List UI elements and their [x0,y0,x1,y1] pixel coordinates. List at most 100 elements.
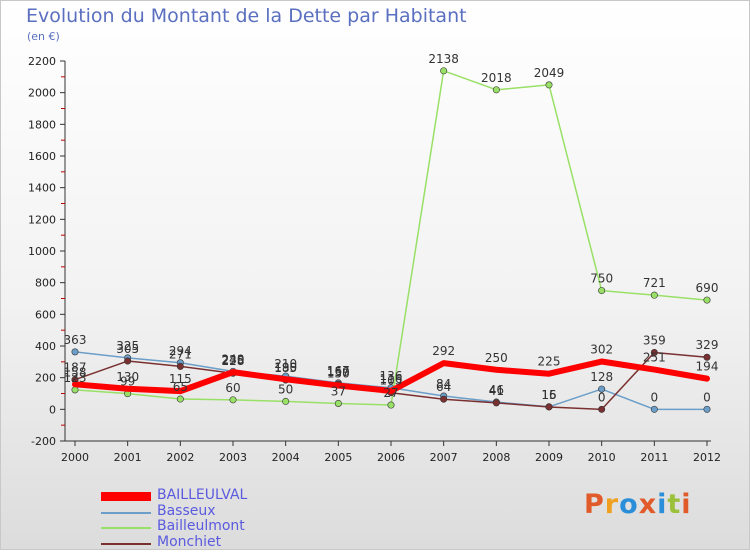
data-label-bailleulval: 158 [64,365,87,379]
legend-swatch [101,511,151,514]
legend-label: BAILLEULVAL [157,487,248,503]
data-point-basseux [598,385,606,393]
data-point-monchiet [703,353,711,361]
data-label-bailleulval: 250 [485,351,508,365]
data-label-monchiet: 0 [598,390,606,404]
data-label-bailleulval: 235 [222,353,245,367]
data-point-bailleulmont [282,397,290,405]
data-point-bailleulmont [334,399,342,407]
data-label-basseux: 325 [116,339,139,353]
data-point-basseux [71,348,79,356]
data-point-monchiet [124,357,132,365]
data-label-monchiet: 185 [274,361,297,375]
x-tick-label: 2010 [588,451,616,464]
data-label-basseux: 84 [436,377,451,391]
legend-swatch [101,542,151,545]
data-point-bailleulmont [703,296,711,304]
legend-swatch [101,527,151,529]
data-label-monchiet: 187 [64,361,87,375]
data-label-basseux: 363 [64,333,87,347]
data-label-bailleulval: 251 [643,351,666,365]
data-point-monchiet [650,348,658,356]
data-point-bailleulmont [492,86,500,94]
legend-label: Monchiet [157,533,222,550]
data-point-bailleulmont [71,386,79,394]
y-tick-label: 2000 [28,87,56,100]
data-label-bailleulmont: 2138 [428,52,459,66]
data-label-basseux: 294 [169,344,192,358]
data-label-bailleulmont: 690 [696,281,719,295]
data-point-bailleulmont [598,287,606,295]
data-label-bailleulmont: 60 [225,381,240,395]
data-label-bailleulval: 194 [696,360,719,374]
y-tick-label: 1200 [28,213,56,226]
chart-unit: (en €) [27,30,60,43]
series-line-bailleulval [72,358,710,395]
data-label-basseux: 0 [703,390,711,404]
x-tick-label: 2003 [219,451,247,464]
y-tick-label: 600 [35,308,56,321]
data-label-bailleulmont: 123 [64,371,87,385]
y-tick-label: 1800 [28,118,56,131]
chart-title: Evolution du Montant de la Dette par Hab… [26,5,467,27]
data-label-monchiet: 271 [169,347,192,361]
data-label-bailleulval: 225 [538,355,561,369]
data-point-bailleulmont [387,401,395,409]
data-point-bailleulmont [176,395,184,403]
data-point-monchiet [176,362,184,370]
data-label-basseux: 0 [651,390,659,404]
data-label-basseux: 16 [541,388,556,402]
data-label-basseux: 128 [590,370,613,384]
data-label-monchiet: 41 [489,384,504,398]
data-label-bailleulmont: 37 [331,384,346,398]
legend-label: Bailleulmont [157,518,245,534]
data-label-bailleulval: 302 [590,343,613,357]
data-label-monchiet: 329 [696,338,719,352]
data-label-basseux: 46 [489,383,504,397]
y-tick-label: 400 [35,340,56,353]
y-tick-label: 1600 [28,150,56,163]
data-label-basseux: 167 [327,364,350,378]
data-label-monchiet: 64 [436,380,451,394]
data-label-basseux: 210 [274,357,297,371]
x-tick-label: 2008 [482,451,510,464]
data-label-bailleulmont: 750 [590,272,613,286]
legend-label: Basseux [157,502,216,519]
data-point-monchiet [440,395,448,403]
x-tick-label: 2002 [166,451,194,464]
x-tick-label: 2001 [114,451,142,464]
data-label-monchiet: 15 [541,388,556,402]
data-label-monchiet: 359 [643,333,666,347]
data-label-monchiet: 228 [222,354,245,368]
x-tick-label: 2000 [61,451,89,464]
data-label-basseux: 240 [222,352,245,366]
data-label-bailleulval: 190 [274,360,297,374]
x-tick-label: 2006 [377,451,405,464]
data-point-basseux [650,405,658,413]
data-point-bailleulmont [440,67,448,75]
data-label-bailleulval: 292 [432,344,455,358]
data-label-bailleulval: 150 [327,367,350,381]
data-label-bailleulmont: 99 [120,375,135,389]
y-tick-label: 0 [49,403,56,416]
data-label-monchiet: 105 [380,374,403,388]
legend-swatch [101,492,151,501]
data-label-bailleulmont: 50 [278,382,293,396]
data-label-bailleulmont: 65 [173,380,188,394]
data-point-bailleulmont [650,291,658,299]
proxiti-logo: Proxiti [584,489,692,520]
y-tick-label: 200 [35,372,56,385]
data-point-basseux [703,405,711,413]
data-point-bailleulmont [545,81,553,89]
data-label-monchiet: 305 [116,342,139,356]
data-label-monchiet: 159 [327,365,350,379]
data-label-bailleulmont: 2049 [534,66,565,80]
x-tick-label: 2004 [272,451,300,464]
x-tick-label: 2009 [535,451,563,464]
y-tick-label: -200 [31,435,56,448]
data-point-monchiet [545,403,553,411]
data-label-bailleulval: 115 [169,372,192,386]
data-point-monchiet [598,405,606,413]
